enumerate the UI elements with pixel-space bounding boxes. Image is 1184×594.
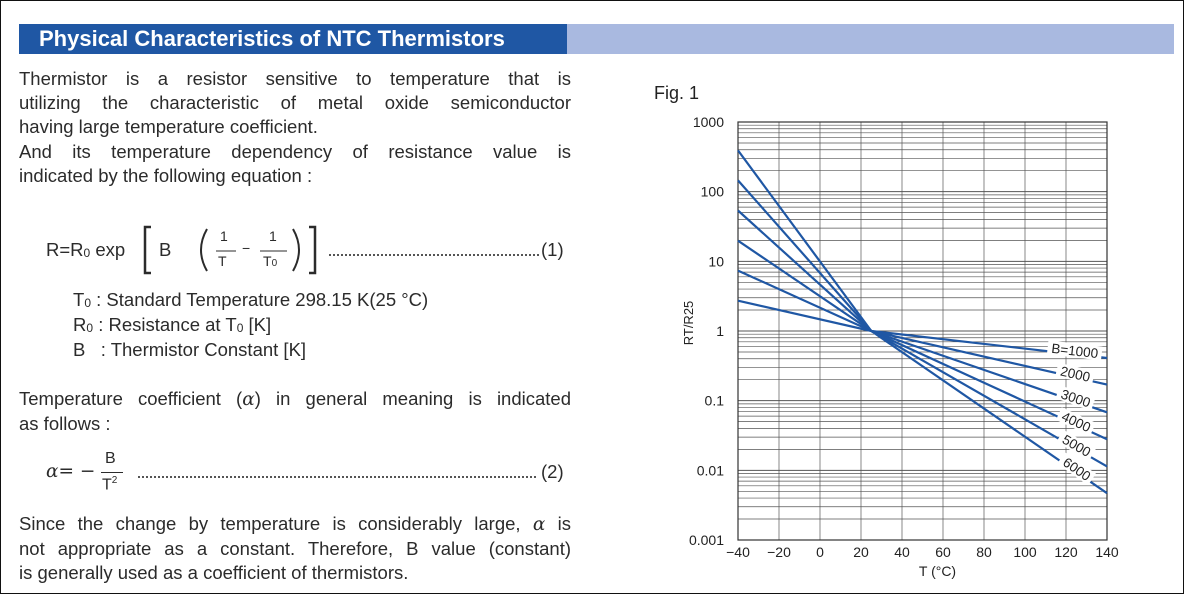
x-tick-label: 120 — [1054, 544, 1078, 560]
x-tick-label: 140 — [1095, 544, 1119, 560]
alpha-intro-line-2: as follows : — [19, 413, 111, 434]
definition-t0: T0 : Standard Temperature 298.15 K(25 °C… — [73, 289, 429, 310]
x-tick-label: 80 — [976, 544, 992, 560]
y-tick-label: 0.01 — [697, 462, 724, 478]
x-tick-label: −40 — [726, 544, 750, 560]
eq1-numerator-2: 1 — [269, 228, 277, 244]
eq1-leader-dots — [329, 254, 539, 256]
eq1-lhs: R=R0 exp — [46, 239, 126, 260]
series-label-bg — [1055, 407, 1096, 436]
series-line — [737, 239, 1108, 414]
eq2-numerator: B — [105, 450, 116, 467]
eq2-fraction-bar — [101, 472, 123, 473]
series-label: 2000 — [1059, 364, 1092, 385]
intro-line-4: And its temperature dependency of resist… — [19, 141, 571, 162]
eq1-minus: − — [242, 240, 251, 256]
eq1-b: B — [159, 239, 172, 260]
eq1-denominator-t: T — [218, 253, 227, 269]
resistance-temperature-chart: Fig. 1 1000 100 10 1 0.1 0.01 0.001−40 −20 0 20 40 6… — [654, 83, 1119, 579]
figure-label: Fig. 1 — [654, 83, 699, 103]
series-label: 3000 — [1059, 386, 1092, 410]
series-label-bg — [1046, 340, 1103, 361]
y-tick-label: 1000 — [693, 114, 724, 130]
x-tick-label: 100 — [1013, 544, 1037, 560]
series-line — [737, 179, 1108, 468]
y-tick-label: 1 — [716, 323, 724, 339]
intro-line-1: Thermistor is a resistor sensitive to te… — [19, 68, 571, 89]
intro-line-5: indicated by the following equation : — [19, 165, 313, 186]
eq2-leader-dots — [138, 476, 536, 478]
eq1-denominator-t0: T0 — [263, 253, 278, 269]
eq1-numerator-1: 1 — [220, 228, 228, 244]
series-label: B=1000 — [1051, 341, 1099, 361]
intro-line-2: utilizing the characteristic of metal ox… — [19, 92, 571, 113]
definition-r0: R0 : Resistance at T0 [K] — [73, 314, 272, 335]
header-bar-accent — [567, 24, 1174, 54]
series-label-bg — [1055, 362, 1096, 385]
y-axis-label: RT/R25 — [681, 301, 696, 346]
page-title: Physical Characteristics of NTC Thermist… — [39, 26, 505, 51]
definition-b: B : Thermistor Constant [K] — [73, 339, 307, 360]
y-tick-label: 100 — [701, 184, 725, 200]
x-tick-label: −20 — [767, 544, 791, 560]
closing-line-3: is generally used as a coefficient of th… — [19, 562, 409, 583]
plot-frame — [737, 121, 1108, 541]
eq1-number: (1) — [541, 239, 564, 260]
y-tick-label: 10 — [708, 253, 724, 269]
x-axis-label: T (°C) — [919, 563, 956, 579]
series-line — [737, 149, 1108, 495]
y-tick-label: 0.1 — [705, 393, 725, 409]
series-line — [737, 209, 1108, 441]
eq2-lhs: α= − — [46, 461, 96, 482]
x-tick-label: 40 — [894, 544, 910, 560]
eq2-number: (2) — [541, 461, 564, 482]
alpha-intro-line-1: Temperature coefficient (α) in general m… — [19, 388, 571, 410]
x-tick-label: 60 — [935, 544, 951, 560]
x-tick-label: 20 — [853, 544, 869, 560]
x-tick-label: 0 — [816, 544, 824, 560]
series-label-bg — [1056, 429, 1097, 461]
intro-line-3: having large temperature coefficient. — [19, 116, 318, 137]
closing-line-2: not appropriate as a constant. Therefore… — [19, 538, 571, 559]
series-label-bg — [1055, 385, 1096, 411]
series-label-bg — [1057, 452, 1096, 486]
eq2-denominator: T2 — [102, 475, 118, 494]
eq1-bracket-expression — [143, 225, 317, 275]
y-tick-label: 0.001 — [689, 532, 724, 548]
closing-line-1: Since the change by temperature is consi… — [19, 513, 571, 535]
header-bar — [19, 24, 567, 54]
